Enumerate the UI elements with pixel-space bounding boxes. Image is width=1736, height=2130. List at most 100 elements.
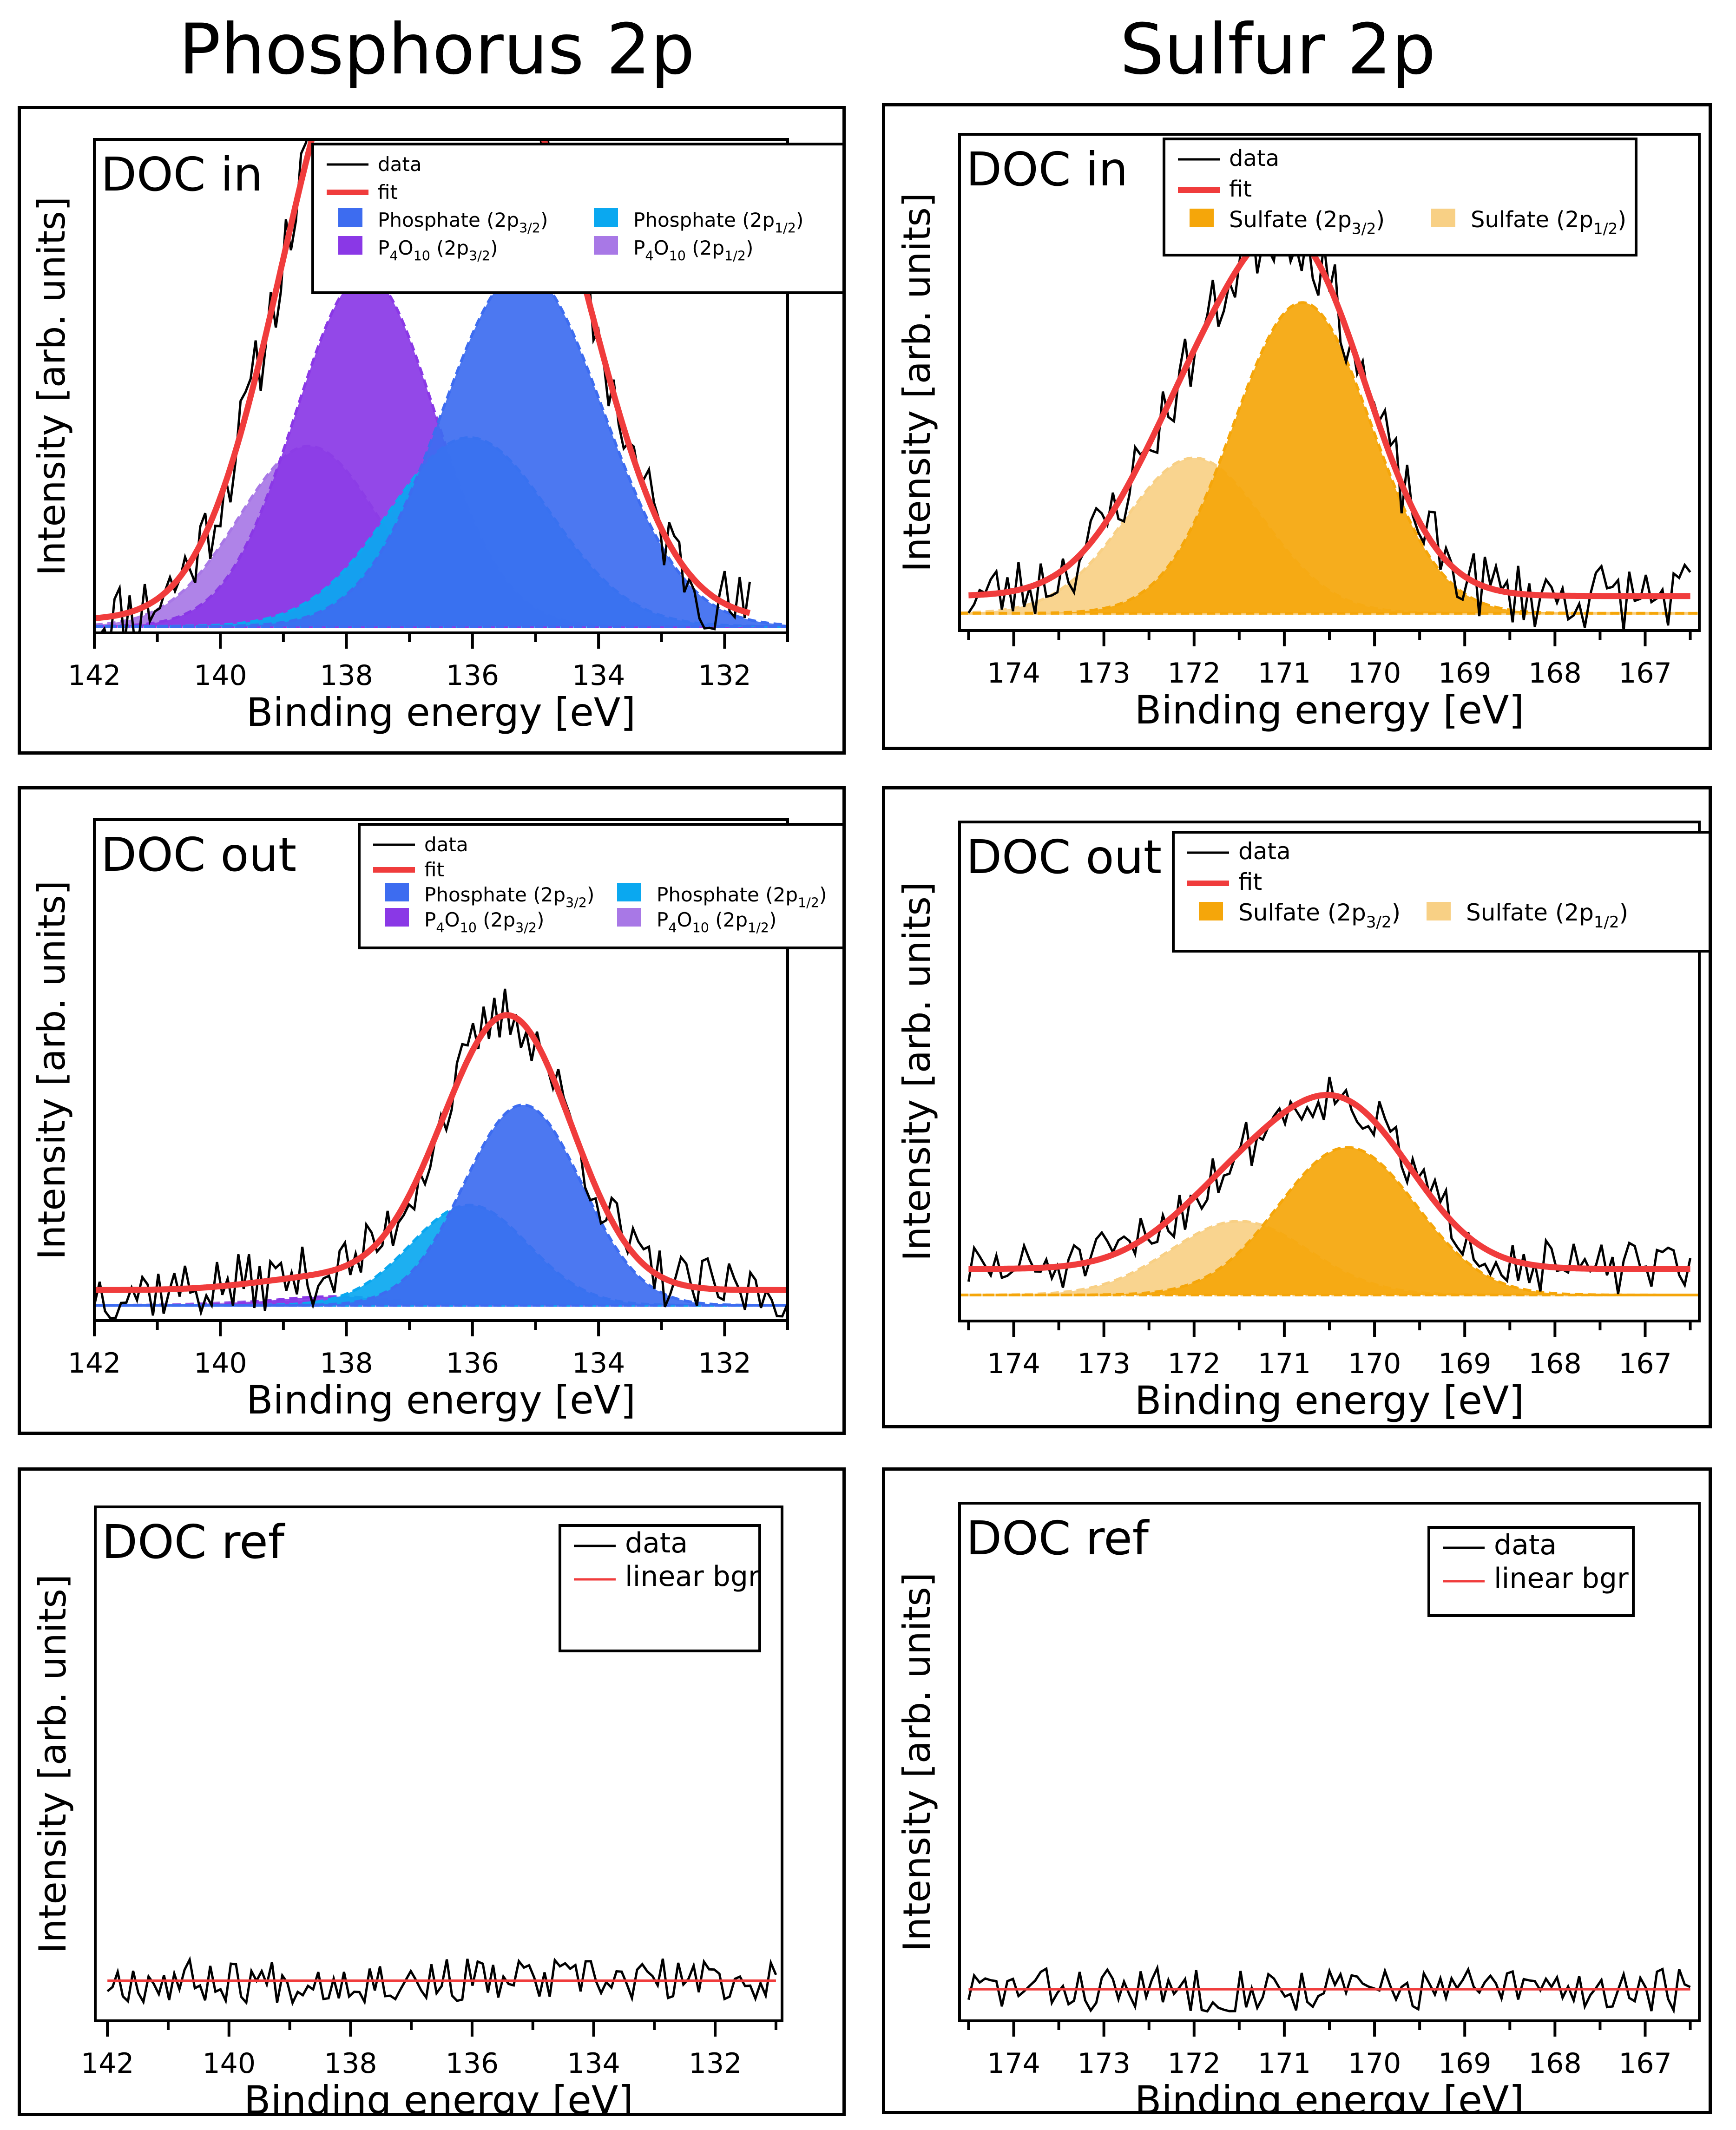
component-sulfate_3_2 — [960, 301, 1699, 615]
legend-item-phosphate-3-2: Phosphate (2p3/2) — [385, 883, 594, 911]
legend-swatch-fill — [617, 883, 641, 901]
x-tick-label: 174 — [987, 1348, 1040, 1380]
legend-label: fit — [1229, 176, 1252, 202]
legend-swatch-fill — [338, 236, 362, 255]
legend-label: data — [378, 153, 422, 176]
legend-box — [1163, 138, 1637, 256]
x-axis-label: Binding energy [eV] — [244, 2077, 633, 2113]
x-tick-label: 140 — [194, 1347, 247, 1380]
x-tick-label: 138 — [324, 2047, 377, 2080]
legend-label: linear bgr — [625, 1560, 760, 1593]
chart-p-ref: 142 140 138 136 134 132 Binding energy [eV] Int… — [31, 1505, 783, 2123]
y-axis-label: Intensity [arb. units] — [30, 197, 73, 576]
y-axis-label: Intensity [arb. units] — [895, 1572, 939, 1952]
legend-label: data — [625, 1527, 688, 1559]
legend-item-sulfate-3-2: Sulfate (2p3/2) — [1199, 899, 1401, 932]
legend-item-data: data — [1178, 145, 1279, 171]
fit-curve — [968, 1092, 1690, 1272]
legend-label: P4O10 (2p1/2) — [633, 237, 753, 264]
x-tick-label: 134 — [567, 2047, 620, 2080]
x-tick-label: 168 — [1528, 2047, 1582, 2080]
x-tick-label: 138 — [320, 659, 373, 692]
legend-swatch-fill — [1199, 902, 1223, 920]
panel-p-ref: 142 140 138 136 134 132 Binding energy [eV] Int… — [18, 1467, 846, 2123]
legend-label: data — [1238, 838, 1291, 865]
y-axis-label: Intensity [arb. units] — [30, 881, 73, 1260]
x-tick-label: 138 — [320, 1347, 373, 1380]
fit-curve — [94, 139, 751, 621]
legend-item-sulfate-1-2: Sulfate (2p1/2) — [1431, 207, 1626, 237]
x-axis-label: Binding energy [eV] — [1135, 687, 1524, 733]
x-tick-label: 136 — [446, 1347, 500, 1380]
fit-curve — [94, 1012, 788, 1293]
panel-s-out: 174 173 172 171 170 169 168 167 Binding energy [… — [882, 786, 1714, 1428]
panel-label: DOC out — [966, 830, 1162, 884]
legend-item-sulfate-3-2: Sulfate (2p3/2) — [1190, 207, 1385, 237]
x-tick-label: 142 — [68, 659, 121, 692]
panel-label: DOC in — [966, 142, 1128, 197]
column-title-phosphorus: Phosphorus 2p — [178, 9, 695, 90]
legend-item-data: data — [373, 833, 468, 856]
x-tick-label: 167 — [1618, 2047, 1672, 2080]
x-tick-label: 173 — [1077, 657, 1131, 690]
x-tick-label: 167 — [1618, 657, 1672, 690]
x-tick-label: 171 — [1258, 1348, 1311, 1380]
legend-label: Phosphate (2p1/2) — [657, 883, 827, 911]
legend-label: Phosphate (2p1/2) — [633, 209, 803, 236]
x-tick-label: 136 — [446, 659, 500, 692]
legend-item-linear-bgr: linear bgr — [1443, 1562, 1629, 1595]
legend-label: Sulfate (2p1/2) — [1466, 899, 1628, 932]
legend-item-linear-bgr: linear bgr — [574, 1560, 760, 1593]
x-tick-label: 173 — [1077, 1348, 1131, 1380]
legend-label: Sulfate (2p3/2) — [1229, 207, 1385, 237]
plot-frame — [93, 138, 789, 634]
panel-s-in: 174 173 172 171 170 169 168 167 Binding energy [… — [882, 103, 1712, 750]
x-tick-label: 132 — [689, 2047, 742, 2080]
x-tick-label: 172 — [1168, 1348, 1221, 1380]
x-tick-label: 169 — [1438, 1348, 1492, 1380]
x-tick-label: 142 — [68, 1347, 121, 1380]
legend-item-data: data — [1187, 838, 1291, 865]
legend-label: fit — [424, 858, 444, 881]
fit-curve — [968, 226, 1690, 599]
x-tick-label: 168 — [1528, 657, 1582, 690]
legend-item-fit: fit — [1187, 868, 1262, 895]
chart-s-ref: 174 173 172 171 170 169 168 167 Binding energy [… — [895, 1502, 1701, 2123]
legend-item-phosphate-1-2: Phosphate (2p1/2) — [617, 883, 827, 911]
plot-area — [967, 1964, 1691, 2014]
x-tick-label: 167 — [1618, 1348, 1672, 1380]
x-tick-label: 168 — [1528, 1348, 1582, 1380]
chart-p-in: 142 140 138 136 134 132 Binding energy [eV] Int… — [30, 138, 848, 735]
legend-swatch-fill — [1427, 902, 1451, 920]
legend: data fit Sulfate (2p3/2) Sulfate (2p1/2) — [1172, 831, 1714, 953]
legend-box — [1172, 831, 1714, 953]
x-tick-label: 174 — [987, 657, 1040, 690]
plot-area — [960, 1077, 1699, 1296]
legend-item-fit: fit — [327, 181, 398, 204]
legend-swatch-fill — [338, 208, 362, 227]
legend-swatch-fill — [1190, 209, 1214, 227]
x-tick-label: 172 — [1168, 657, 1221, 690]
x-tick-label: 134 — [572, 1347, 625, 1380]
legend-item-phosphate-3-2: Phosphate (2p3/2) — [338, 208, 548, 236]
plot-area — [94, 988, 788, 1320]
column-title-sulfur: Sulfur 2p — [1120, 9, 1436, 90]
legend-label: P4O10 (2p1/2) — [657, 908, 776, 936]
y-axis-label: Intensity [arb. units] — [31, 1574, 74, 1953]
panel-label: DOC ref — [102, 1515, 286, 1569]
panel-label: DOC in — [101, 147, 263, 202]
x-axis-label: Binding energy [eV] — [1135, 1378, 1524, 1423]
legend-swatch-fill — [1431, 209, 1455, 227]
legend-item-phosphate-1-2: Phosphate (2p1/2) — [594, 208, 803, 236]
panel-p-in: 142 140 138 136 134 132 Binding energy [eV] Int… — [18, 106, 848, 755]
legend-item-fit: fit — [1178, 176, 1252, 202]
x-tick-label: 140 — [194, 659, 247, 692]
chart-s-out: 174 173 172 171 170 169 168 167 Binding energy [… — [895, 821, 1714, 1423]
y-axis-label: Intensity [arb. units] — [895, 193, 939, 572]
x-tick-label: 132 — [698, 659, 751, 692]
plot-frame — [94, 1505, 783, 2022]
x-tick-label: 136 — [446, 2047, 499, 2080]
